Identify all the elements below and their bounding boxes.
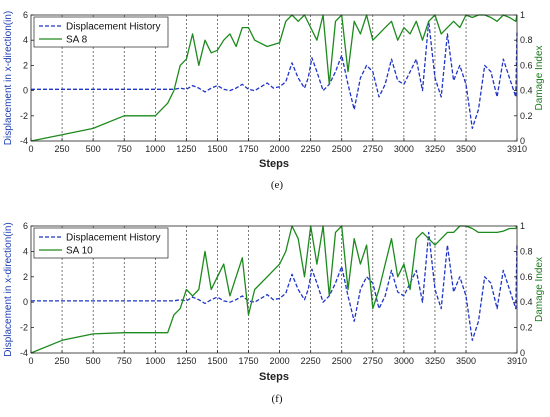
x-tick-label: 1000 bbox=[145, 356, 165, 366]
legend-label: SA 8 bbox=[66, 35, 88, 46]
y-right-tick-label: 0.6 bbox=[520, 272, 533, 282]
y-right-tick-label: 0 bbox=[520, 136, 525, 146]
y-axis-label-right: Damage Index bbox=[534, 45, 545, 110]
x-tick-label: 1500 bbox=[207, 144, 227, 154]
y-left-tick-label: 2 bbox=[23, 272, 28, 282]
y-left-tick-label: 2 bbox=[23, 60, 28, 70]
x-tick-label: 2250 bbox=[301, 144, 321, 154]
y-left-tick-label: 4 bbox=[23, 246, 28, 256]
y-left-tick-label: 4 bbox=[23, 35, 28, 45]
figure-caption: (f) bbox=[272, 393, 283, 405]
x-tick-label: 2000 bbox=[270, 356, 290, 366]
legend: Displacement History SA 8 bbox=[33, 16, 169, 48]
y-left-tick-label: -4 bbox=[20, 136, 28, 146]
x-tick-label: 1000 bbox=[145, 144, 165, 154]
x-tick-label: 500 bbox=[86, 356, 101, 366]
x-tick-label: 2500 bbox=[332, 356, 352, 366]
x-tick-label: 2000 bbox=[270, 144, 290, 154]
chart-0: 0 250 500 750 1000 1250 1500 1750 2000 2250 2500 27… bbox=[3, 10, 545, 191]
y-axis-label-left: Displacement in x-direction(in) bbox=[3, 222, 14, 357]
y-right-tick-label: 0.4 bbox=[520, 86, 533, 96]
x-tick-label: 0 bbox=[28, 356, 33, 366]
series-line-displacement bbox=[31, 231, 518, 341]
x-tick-label: 2500 bbox=[332, 144, 352, 154]
legend-box bbox=[33, 227, 169, 259]
x-tick-label: 3910 bbox=[507, 144, 527, 154]
x-tick-label: 3250 bbox=[425, 144, 445, 154]
x-tick-label: 3500 bbox=[456, 144, 476, 154]
x-tick-label: 500 bbox=[86, 144, 101, 154]
x-tick-label: 3250 bbox=[425, 356, 445, 366]
y-right-tick-label: 0.8 bbox=[520, 35, 533, 45]
y-left-tick-label: 0 bbox=[23, 297, 28, 307]
legend-box bbox=[33, 16, 169, 48]
y-right-tick-label: 0 bbox=[520, 348, 525, 358]
x-tick-label: 2750 bbox=[363, 356, 383, 366]
x-tick-label: 1750 bbox=[239, 356, 259, 366]
plot-frame bbox=[30, 225, 518, 354]
y-left-tick-label: -2 bbox=[20, 111, 28, 121]
x-tick-label: 750 bbox=[117, 144, 132, 154]
x-tick-label: 3000 bbox=[394, 144, 414, 154]
y-left-tick-label: 6 bbox=[23, 221, 28, 231]
x-tick-label: 1500 bbox=[207, 356, 227, 366]
y-left-tick-label: 6 bbox=[23, 10, 28, 20]
y-right-tick-label: 0.4 bbox=[520, 297, 533, 307]
plot-frame bbox=[30, 14, 518, 142]
x-tick-label: 3910 bbox=[507, 356, 527, 366]
x-tick-label: 250 bbox=[55, 356, 70, 366]
series-line-displacement bbox=[31, 20, 518, 130]
x-tick-label: 3000 bbox=[394, 356, 414, 366]
legend: Displacement History SA 10 bbox=[33, 227, 169, 259]
series-line-damage-index bbox=[30, 14, 518, 142]
x-tick-label: 1250 bbox=[176, 356, 196, 366]
x-axis-label: Steps bbox=[259, 371, 289, 383]
legend-label: Displacement History bbox=[66, 22, 160, 33]
chart-1: 0 250 500 750 1000 1250 1500 1750 2000 2250 2500 27… bbox=[3, 221, 545, 405]
figure-caption: (e) bbox=[271, 179, 284, 191]
x-tick-label: 3500 bbox=[456, 356, 476, 366]
x-tick-label: 0 bbox=[28, 144, 33, 154]
y-right-tick-label: 1 bbox=[520, 221, 525, 231]
x-tick-label: 750 bbox=[117, 356, 132, 366]
y-right-tick-label: 0.8 bbox=[520, 246, 533, 256]
legend-label: SA 10 bbox=[66, 246, 93, 257]
y-right-tick-label: 0.6 bbox=[520, 60, 533, 70]
legend-label: Displacement History bbox=[66, 233, 160, 244]
y-right-tick-label: 0.2 bbox=[520, 111, 533, 121]
x-tick-label: 250 bbox=[55, 144, 70, 154]
x-tick-label: 1750 bbox=[239, 144, 259, 154]
y-axis-label-right: Damage Index bbox=[534, 257, 545, 322]
y-left-tick-label: -4 bbox=[20, 348, 28, 358]
y-axis-label-left: Displacement in x-direction(in) bbox=[3, 11, 14, 146]
y-right-tick-label: 0.2 bbox=[520, 323, 533, 333]
y-left-tick-label: -2 bbox=[20, 323, 28, 333]
y-right-tick-label: 1 bbox=[520, 10, 525, 20]
x-tick-label: 2250 bbox=[301, 356, 321, 366]
y-left-tick-label: 0 bbox=[23, 86, 28, 96]
x-tick-label: 2750 bbox=[363, 144, 383, 154]
x-axis-label: Steps bbox=[259, 158, 289, 170]
x-tick-label: 1250 bbox=[176, 144, 196, 154]
